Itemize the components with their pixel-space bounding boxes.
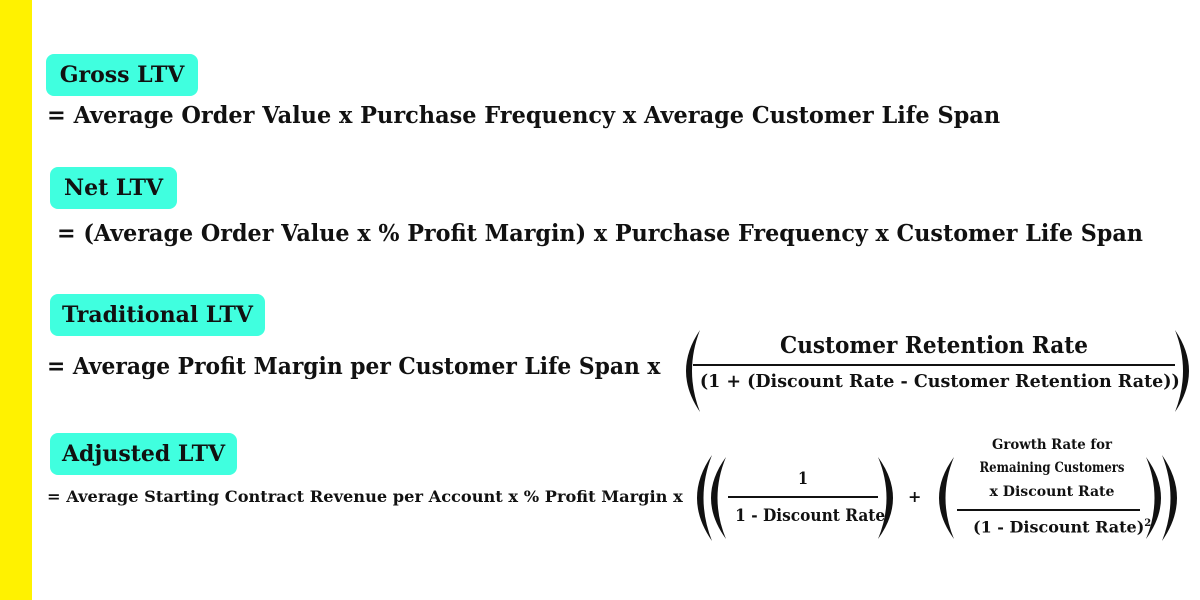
gross-ltv-formula: = Average Order Value x Purchase Frequen… (47, 102, 1001, 129)
frac2-denominator: (1 - Discount Rate) (973, 517, 1145, 537)
right-paren-icon (878, 457, 893, 539)
traditional-ltv-badge: Traditional LTV (50, 294, 265, 336)
right-paren-icon (1146, 457, 1161, 539)
left-paren-icon (697, 455, 712, 541)
adjusted-ltv-formula: = Average Starting Contract Revenue per … (47, 487, 683, 506)
right-paren-icon (1162, 455, 1177, 541)
frac2-exponent: 2 (1144, 518, 1152, 529)
frac1-denominator: 1 - Discount Rate (735, 506, 886, 526)
fraction-bar (728, 496, 878, 498)
yellow-accent-strip (0, 0, 32, 600)
net-ltv-label: Net LTV (63, 175, 164, 201)
net-ltv-badge: Net LTV (50, 167, 177, 209)
adjusted-ltv-label: Adjusted LTV (61, 441, 226, 467)
frac2-numerator-line1: Growth Rate for (991, 437, 1112, 453)
left-paren-icon (711, 457, 726, 539)
right-paren-icon (1175, 330, 1189, 412)
traditional-numerator: Customer Retention Rate (780, 332, 1088, 359)
gross-ltv-badge: Gross LTV (46, 54, 198, 96)
frac1-numerator: 1 (798, 469, 808, 489)
fraction-bar (693, 364, 1175, 366)
left-paren-icon (686, 330, 700, 412)
frac2-numerator-line3: x Discount Rate (989, 484, 1115, 500)
frac2-numerator-line2: Remaining Customers (979, 460, 1125, 476)
traditional-denominator: (1 + (Discount Rate - Customer Retention… (699, 371, 1180, 392)
traditional-ltv-formula: = Average Profit Margin per Customer Lif… (47, 353, 661, 380)
plus-sign: + (908, 487, 922, 506)
frac2-denominator-wrap: (1 - Discount Rate)2 (973, 519, 1151, 535)
gross-ltv-label: Gross LTV (59, 62, 185, 88)
left-paren-icon (939, 457, 954, 539)
traditional-ltv-label: Traditional LTV (62, 302, 253, 328)
net-ltv-formula: = (Average Order Value x % Profit Margin… (57, 220, 1143, 247)
fraction-bar (957, 509, 1140, 511)
adjusted-ltv-badge: Adjusted LTV (50, 433, 237, 475)
